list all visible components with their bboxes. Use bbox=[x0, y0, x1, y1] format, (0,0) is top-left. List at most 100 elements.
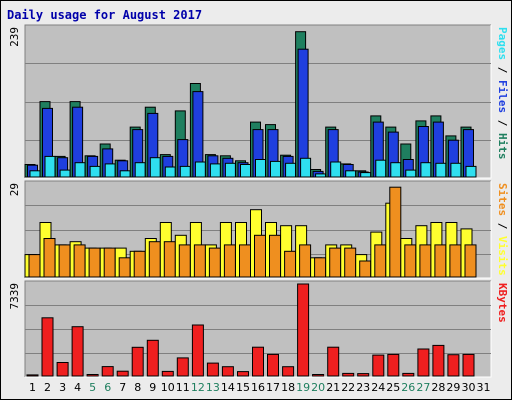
bar-kbytes-day-20 bbox=[312, 374, 325, 377]
bar-kbytes-day-28 bbox=[432, 344, 445, 377]
x-tick-label-day-17: 17 bbox=[266, 381, 280, 394]
bar-sites-day-18 bbox=[284, 250, 297, 278]
bar-kbytes-day-8 bbox=[131, 346, 144, 377]
legend-segment: Hits bbox=[496, 133, 509, 160]
bar-sites-day-7 bbox=[118, 257, 131, 278]
x-tick-label-day-2: 2 bbox=[44, 381, 51, 394]
bar-kbytes-day-9 bbox=[146, 339, 159, 377]
x-tick-label-day-5: 5 bbox=[89, 381, 96, 394]
x-tick-label-day-28: 28 bbox=[431, 381, 445, 394]
bar-sites-day-16 bbox=[254, 234, 266, 278]
bar-pages-day-4 bbox=[74, 162, 86, 178]
plot-border-highlight bbox=[25, 281, 492, 378]
bar-sites-day-21 bbox=[329, 247, 342, 278]
bar-sites-day-1 bbox=[28, 254, 41, 278]
x-tick-label-day-20: 20 bbox=[311, 381, 325, 394]
legend-segment: / bbox=[496, 216, 509, 236]
bar-kbytes-day-21 bbox=[327, 346, 340, 377]
x-tick-label-day-31: 31 bbox=[477, 381, 491, 394]
bar-sites-day-3 bbox=[58, 244, 71, 278]
y-max-label: 7339 bbox=[8, 283, 21, 310]
legend-segment: / bbox=[496, 60, 509, 80]
bar-sites-day-29 bbox=[449, 244, 462, 278]
plot-border-highlight bbox=[25, 25, 492, 179]
bar-kbytes-day-17 bbox=[267, 353, 279, 377]
bar-pages-day-21 bbox=[330, 161, 342, 178]
plot-border-shadow bbox=[24, 180, 491, 278]
x-tick-label-day-26: 26 bbox=[401, 381, 415, 394]
bar-sites-day-17 bbox=[269, 234, 281, 278]
x-tick-label-day-22: 22 bbox=[341, 381, 355, 394]
bar-kbytes-day-2 bbox=[41, 317, 54, 377]
x-tick-label-day-15: 15 bbox=[236, 381, 250, 394]
legend-segment: Files bbox=[496, 80, 509, 113]
bar-pages-day-15 bbox=[240, 164, 251, 178]
x-tick-label-day-6: 6 bbox=[104, 381, 111, 394]
x-tick-label-day-11: 11 bbox=[176, 381, 190, 394]
bar-pages-day-25 bbox=[390, 162, 402, 178]
bar-pages-day-10 bbox=[164, 166, 176, 178]
bar-pages-day-2 bbox=[44, 155, 56, 178]
bar-kbytes-day-1 bbox=[26, 374, 39, 377]
bar-kbytes-day-13 bbox=[206, 362, 219, 377]
legend-segment: / bbox=[496, 113, 509, 133]
x-tick-label-day-23: 23 bbox=[356, 381, 370, 394]
bar-pages-day-18 bbox=[285, 162, 297, 178]
bar-kbytes-day-18 bbox=[282, 366, 295, 377]
x-axis-labels: 1 2 3 4 5 6 7 8 9 10 11 12 13 14 15 16 17 18 19 20 21 22 23 24 2… bbox=[29, 381, 491, 394]
x-tick-label-day-16: 16 bbox=[251, 381, 265, 394]
bar-sites-day-6 bbox=[103, 247, 116, 278]
bar-sites-day-27 bbox=[419, 244, 432, 278]
bar-pages-day-26 bbox=[405, 169, 417, 178]
legend-segment: Sites bbox=[496, 183, 509, 216]
panel-hits-files-pages: 239 Pages / Files / Hits bbox=[8, 24, 509, 179]
panels-layer: 239 Pages / Files / Hits 29 Sites / Visits 7… bbox=[8, 24, 509, 378]
legend-segment: KBytes bbox=[496, 283, 509, 323]
bar-kbytes-day-25 bbox=[387, 353, 400, 377]
bar-pages-day-12 bbox=[194, 161, 206, 178]
bar-sites-day-30 bbox=[464, 244, 477, 278]
bar-pages-day-22 bbox=[345, 170, 357, 178]
bar-kbytes-day-19 bbox=[297, 283, 310, 377]
bar-kbytes-day-24 bbox=[372, 354, 385, 377]
bar-sites-day-20 bbox=[314, 257, 327, 278]
bar-kbytes-day-16 bbox=[252, 346, 264, 377]
bar-pages-day-11 bbox=[179, 165, 191, 178]
bar-sites-day-2 bbox=[43, 238, 56, 278]
bar-sites-day-28 bbox=[434, 244, 447, 278]
bar-sites-day-9 bbox=[148, 241, 161, 278]
x-tick-label-day-27: 27 bbox=[416, 381, 430, 394]
plot-border-shadow bbox=[24, 280, 491, 377]
x-tick-label-day-19: 19 bbox=[296, 381, 310, 394]
bar-sites-day-14 bbox=[223, 244, 236, 278]
plot-border-shadow bbox=[24, 24, 491, 178]
bar-pages-day-20 bbox=[315, 173, 327, 178]
x-tick-label-day-3: 3 bbox=[59, 381, 66, 394]
bar-kbytes-day-4 bbox=[71, 326, 84, 377]
x-tick-label-day-18: 18 bbox=[281, 381, 295, 394]
bar-pages-day-7 bbox=[119, 170, 131, 178]
series-legend-label: KBytes bbox=[496, 283, 509, 323]
panel-visits-sites: 29 Sites / Visits bbox=[8, 180, 509, 279]
bar-kbytes-day-11 bbox=[176, 357, 189, 377]
bar-sites-day-25 bbox=[389, 186, 402, 278]
bar-pages-day-17 bbox=[270, 160, 281, 178]
bar-sites-day-24 bbox=[374, 244, 387, 278]
bar-kbytes-day-26 bbox=[402, 372, 415, 377]
x-tick-label-day-29: 29 bbox=[446, 381, 460, 394]
bar-sites-day-19 bbox=[299, 244, 312, 278]
bar-pages-day-1 bbox=[29, 170, 41, 178]
series-legend-label: Pages / Files / Hits bbox=[496, 27, 509, 160]
bar-kbytes-day-5 bbox=[86, 374, 99, 377]
bar-kbytes-day-23 bbox=[357, 373, 370, 377]
bar-sites-day-26 bbox=[404, 244, 417, 278]
bar-sites-day-10 bbox=[163, 241, 176, 278]
bar-sites-day-4 bbox=[73, 244, 86, 278]
bar-sites-day-13 bbox=[208, 247, 221, 278]
bar-pages-day-8 bbox=[134, 162, 146, 178]
x-tick-label-day-4: 4 bbox=[74, 381, 81, 394]
x-tick-label-day-10: 10 bbox=[161, 381, 175, 394]
x-tick-label-day-24: 24 bbox=[371, 381, 385, 394]
